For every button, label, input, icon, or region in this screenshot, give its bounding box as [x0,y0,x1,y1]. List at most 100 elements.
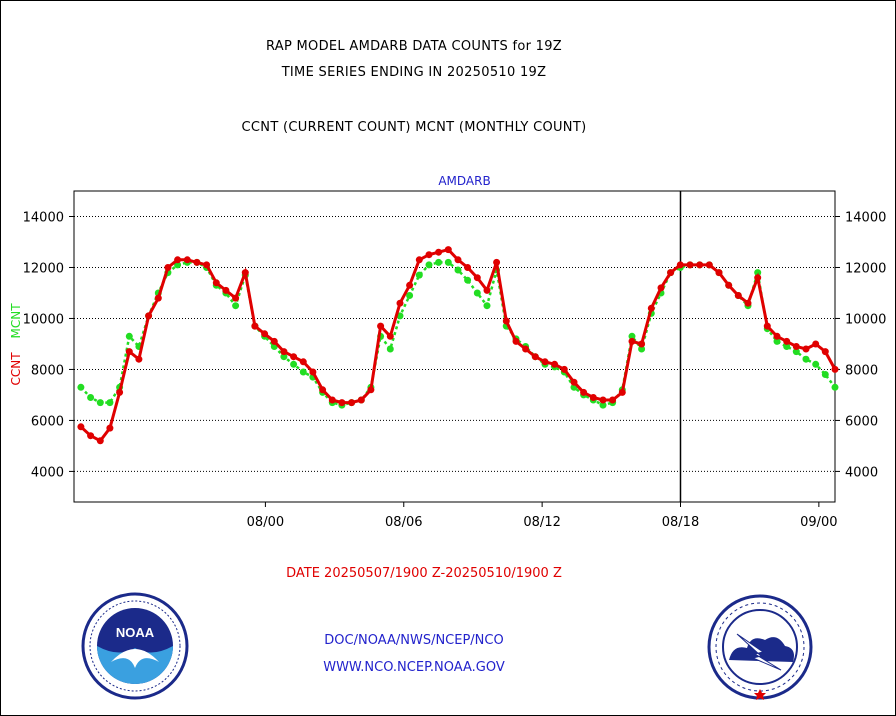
data-point-mcnt [280,353,288,361]
data-point-ccnt [203,261,211,269]
data-point-ccnt [473,274,481,282]
title-line-1: RAP MODEL AMDARB DATA COUNTS for 19Z [265,39,563,54]
data-point-ccnt [754,274,762,282]
data-point-mcnt [638,345,646,353]
data-point-ccnt [715,269,723,277]
data-point-ccnt [261,330,269,338]
data-point-ccnt [686,261,694,269]
y-tick-label-left: 14000 [23,210,64,225]
amdarb-time-series-chart: 4000 4000 6000 6000 8000 8000 10000 10000 12000 1… [9,174,886,530]
data-point-mcnt [628,332,636,340]
data-point-ccnt [638,340,646,348]
data-point-ccnt [348,399,356,407]
y-tick-label-right: 14000 [845,210,886,225]
data-point-ccnt [483,286,491,294]
y-tick-label-right: 6000 [845,414,878,429]
data-point-ccnt [309,368,317,376]
data-point-ccnt [135,355,143,363]
data-point-ccnt [251,322,259,330]
data-point-ccnt [145,312,153,320]
y-tick-label-right: 12000 [845,261,886,276]
data-point-mcnt [87,394,95,401]
data-point-ccnt [734,292,742,299]
data-point-ccnt [125,348,133,356]
data-point-ccnt [174,256,182,264]
data-point-ccnt [618,388,626,396]
data-point-ccnt [425,251,433,259]
data-point-ccnt [831,365,839,373]
data-point-ccnt [560,365,568,373]
data-point-ccnt [502,317,510,325]
data-point-ccnt [676,261,684,269]
y-tick-label-right: 4000 [845,465,878,480]
data-point-ccnt [87,432,95,440]
data-point-ccnt [599,396,607,404]
data-point-ccnt [802,345,810,353]
data-point-ccnt [77,423,85,431]
data-point-ccnt [647,304,655,312]
data-point-ccnt [222,286,230,294]
data-point-ccnt [522,345,530,353]
data-point-ccnt [531,353,539,361]
data-point-ccnt [290,353,298,361]
data-point-mcnt [464,276,472,284]
x-tick-label: 08/12 [523,515,560,530]
x-tick-label: 08/18 [662,515,699,530]
data-point-mcnt [831,383,839,391]
data-point-mcnt [125,332,133,340]
data-point-ccnt [512,337,520,345]
data-point-ccnt [773,332,781,340]
data-point-ccnt [657,284,665,292]
noaa-logo-icon: NOAA [81,592,189,700]
data-point-ccnt [357,396,365,404]
data-point-mcnt [299,368,307,376]
ylabel-mcnt: MCNT [9,303,23,339]
data-point-mcnt [783,343,791,350]
data-point-ccnt [628,337,636,345]
data-point-ccnt [96,437,104,445]
data-point-ccnt [589,394,597,401]
data-point-ccnt [319,386,327,394]
y-tick-label-left: 12000 [23,261,64,276]
url-line: WWW.NCO.NCEP.NOAA.GOV [323,660,505,675]
y-tick-label-left: 10000 [23,312,64,327]
ylabel-ccnt: CCNT [9,352,23,386]
data-point-mcnt [792,348,800,356]
data-point-ccnt [763,322,771,330]
data-point-ccnt [212,279,220,287]
data-point-mcnt [96,399,104,407]
org-line: DOC/NOAA/NWS/NCEP/NCO [324,633,504,648]
data-point-ccnt [609,396,617,404]
data-point-mcnt [386,345,394,353]
data-point-ccnt [783,337,791,345]
data-point-mcnt [599,401,607,409]
data-point-ccnt [299,358,307,366]
title-line-2: TIME SERIES ENDING IN 20250510 19Z [281,65,547,80]
data-point-mcnt [232,302,240,310]
data-point-ccnt [183,256,191,264]
data-point-mcnt [802,355,810,363]
data-point-ccnt [386,332,394,340]
y-tick-label-right: 10000 [845,312,886,327]
data-point-ccnt [396,299,404,307]
data-point-ccnt [551,360,559,368]
data-point-mcnt [406,292,414,299]
data-point-ccnt [270,337,278,345]
title-line-3: CCNT (CURRENT COUNT) MCNT (MONTHLY COUNT… [241,120,587,135]
data-point-mcnt [473,289,481,297]
data-point-ccnt [154,294,162,302]
data-point-ccnt [705,261,713,269]
data-point-mcnt [773,337,781,345]
data-point-mcnt [290,360,298,368]
data-point-ccnt [792,343,800,350]
y-tick-label-right: 8000 [845,363,878,378]
x-tick-label: 08/06 [385,515,422,530]
data-point-ccnt [570,378,578,386]
data-point-ccnt [406,281,414,289]
data-point-mcnt [415,271,423,279]
data-point-ccnt [280,348,288,356]
data-point-mcnt [454,266,462,274]
data-point-ccnt [493,258,501,266]
data-point-mcnt [435,258,443,266]
data-point-mcnt [174,261,182,269]
